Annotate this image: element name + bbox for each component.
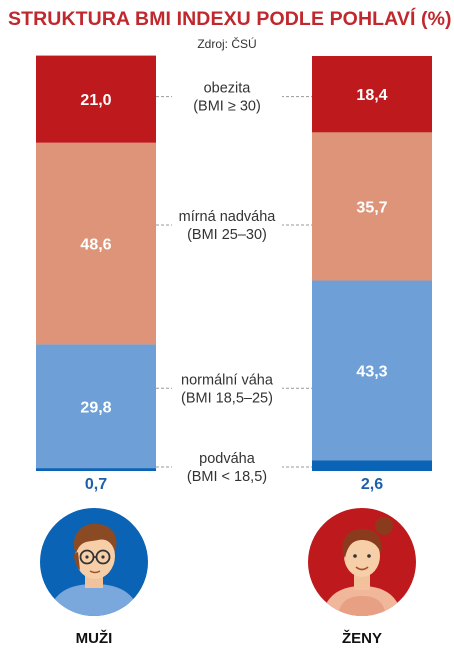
bar-segment xyxy=(312,56,432,133)
data-label: 35,7 xyxy=(356,199,387,216)
legend-range: (BMI 18,5–25) xyxy=(181,390,273,406)
legend-label: normální váha xyxy=(181,372,274,388)
data-label: 18,4 xyxy=(356,87,387,104)
bar-segment xyxy=(36,55,156,143)
data-label: 21,0 xyxy=(80,92,111,109)
legend-range: (BMI 25–30) xyxy=(187,227,267,243)
data-label: 0,7 xyxy=(85,476,107,493)
data-label: 43,3 xyxy=(356,363,387,380)
stacked-bar-chart: 0,7 29,8 48,6 21,0 2,6 43,3 35,7 18,4 podváha (BM… xyxy=(36,55,432,493)
bar-segment xyxy=(312,132,432,281)
bar-segment xyxy=(312,460,432,471)
legend-label-bg xyxy=(172,370,282,407)
legend-label-bg xyxy=(172,449,282,485)
man-avatar-icon xyxy=(40,508,148,616)
bar-segment xyxy=(36,142,156,345)
bar-segment xyxy=(312,280,432,461)
legend-label: podváha xyxy=(199,451,256,467)
legend-label-bg xyxy=(172,207,282,244)
legend-label: mírná nadváha xyxy=(179,209,277,225)
legend-range: (BMI < 18,5) xyxy=(187,469,267,485)
chart-source: Zdroj: ČSÚ xyxy=(197,37,257,51)
woman-avatar-icon xyxy=(308,508,416,616)
legend-label-bg xyxy=(172,78,282,115)
men-label: MUŽI xyxy=(75,630,113,647)
women-label: ŽENY xyxy=(341,630,382,647)
data-label: 48,6 xyxy=(80,237,111,254)
legend-label: obezita xyxy=(204,81,252,97)
legend-range: (BMI ≥ 30) xyxy=(193,99,261,115)
data-label: 2,6 xyxy=(361,476,383,493)
bar-segment xyxy=(36,468,156,471)
chart-title: STRUKTURA BMI INDEXU PODLE POHLAVÍ (%) xyxy=(8,8,452,30)
data-label: 29,8 xyxy=(80,399,111,416)
bar-segment xyxy=(36,344,156,469)
